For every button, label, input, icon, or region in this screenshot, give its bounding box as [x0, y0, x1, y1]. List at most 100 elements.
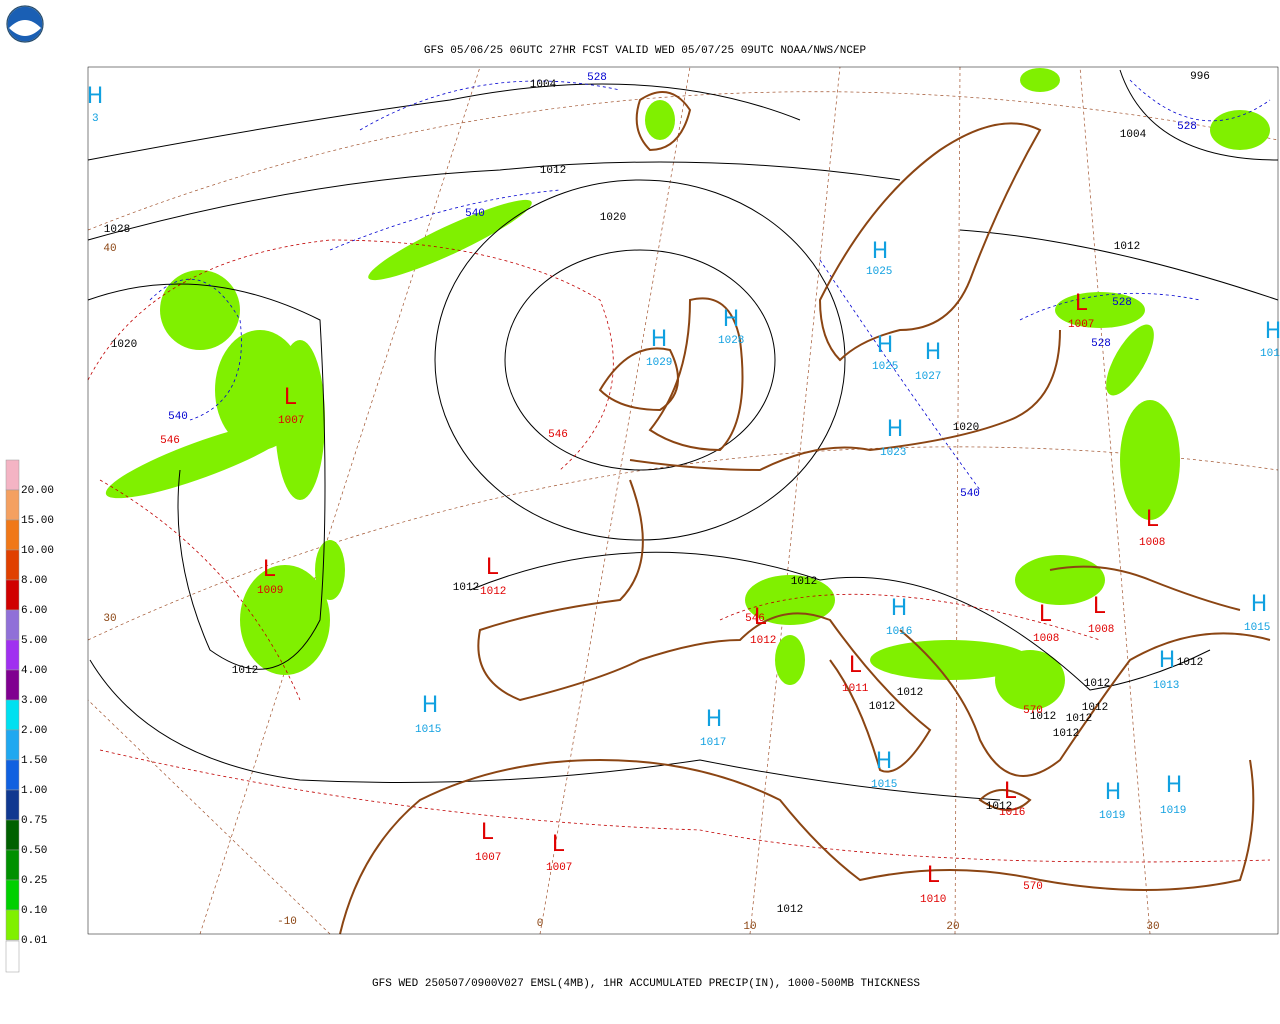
legend-label: 5.00: [21, 635, 47, 647]
pressure-center-symbol: L: [263, 557, 276, 582]
legend-label: 3.00: [21, 695, 47, 707]
pressure-center-value: 1019: [1160, 805, 1186, 817]
pressure-center-value: 1017: [700, 737, 726, 749]
isobar-label: 1012: [1082, 702, 1108, 714]
isobar-label: 1020: [600, 212, 626, 224]
pressure-center-symbol: H: [887, 417, 904, 442]
pressure-center-value: 3: [92, 113, 99, 125]
legend-swatch: [5, 759, 20, 791]
pressure-center-symbol: H: [651, 327, 668, 352]
pressure-center-symbol: L: [481, 820, 494, 845]
pressure-center-symbol: H: [706, 707, 723, 732]
noaa-logo: [6, 5, 44, 43]
isobar-label: 1012: [777, 904, 803, 916]
isobar-label: 1012: [897, 687, 923, 699]
pressure-center-value: 1019: [1099, 810, 1125, 822]
graticule-label: 10: [743, 921, 756, 933]
legend-swatch: [5, 669, 20, 701]
legend-label: 1.00: [21, 785, 47, 797]
isobar-label: 1012: [791, 576, 817, 588]
isobar-label: 1028: [104, 224, 130, 236]
legend-swatch: [5, 609, 20, 641]
pressure-center-value: 1007: [475, 852, 501, 864]
legend-label: 0.10: [21, 905, 47, 917]
isobar-label: 1004: [530, 79, 557, 91]
pressure-center-value: 1012: [480, 586, 506, 598]
coastlines: [339, 91, 1271, 935]
legend-swatch: [5, 879, 20, 911]
isobar-label: 1012: [1030, 711, 1056, 723]
pressure-center-value: 1013: [1153, 680, 1179, 692]
legend-label: 0.75: [21, 815, 47, 827]
pressure-center-value: 1025: [872, 361, 898, 373]
pressure-center-symbol: H: [1265, 319, 1280, 344]
isobar-label: 1012: [986, 801, 1012, 813]
pressure-center-symbol: H: [1159, 648, 1176, 673]
isobar-label: 1012: [1053, 728, 1079, 740]
legend-swatch: [5, 699, 20, 731]
precip-legend: 20.00 15.00 10.00 8.00 6.00 5.00 4.00 3.00 2.00 1…: [5, 459, 54, 973]
legend-label: 0.01: [21, 935, 48, 947]
thickness-label: 540: [960, 488, 980, 500]
legend-label: 0.50: [21, 845, 47, 857]
thickness-label: 528: [1177, 121, 1197, 133]
legend-label: 6.00: [21, 605, 47, 617]
thickness-label: 546: [160, 435, 180, 447]
isobar-label: 1020: [953, 422, 979, 434]
isobar-label: 1004: [1120, 129, 1147, 141]
isobar-label: 1012: [453, 582, 479, 594]
pressure-center-value: 1028: [718, 335, 744, 347]
graticule-label: 0: [537, 918, 544, 930]
pressure-center-symbol: H: [1105, 780, 1122, 805]
legend-swatch: [5, 940, 20, 973]
pressure-center-symbol: H: [1251, 592, 1268, 617]
pressure-center-value: 1008: [1088, 624, 1114, 636]
pressure-center-symbol: H: [876, 749, 893, 774]
isobar-label: 1012: [869, 701, 895, 713]
pressure-center-value: 1008: [1033, 633, 1059, 645]
pressure-center-symbol: H: [1166, 773, 1183, 798]
thickness-label: 540: [465, 208, 485, 220]
pressure-center-symbol: H: [877, 333, 894, 358]
pressure-center-value: 1016: [999, 807, 1025, 819]
pressure-center-symbol: L: [927, 863, 940, 888]
graticule-label: 20: [946, 921, 959, 933]
legend-label: 15.00: [21, 515, 54, 527]
pressure-center-symbol: H: [723, 307, 740, 332]
pressure-center-symbol: H: [925, 340, 942, 365]
thickness-label: 570: [1023, 705, 1043, 717]
map-title: GFS 05/06/25 06UTC 27HR FCST VALID WED 0…: [424, 45, 867, 57]
pressure-center-symbol: L: [486, 555, 499, 580]
pressure-center-symbol: L: [849, 653, 862, 678]
pressure-center-value: 1007: [546, 862, 572, 874]
isobar-label: 1012: [540, 165, 566, 177]
graticule-label: -10: [277, 916, 297, 928]
pressure-center-value: 1015: [871, 779, 897, 791]
pressure-center-value: 1007: [278, 415, 304, 427]
pressure-center-value: 1016: [886, 626, 912, 638]
thickness-blue: [149, 79, 1271, 491]
legend-swatch: [5, 519, 20, 551]
pressure-center-value: 1010: [920, 894, 946, 906]
isobars: [87, 69, 1279, 801]
pressure-center-value: 1012: [750, 635, 776, 647]
pressure-center-value: 1007: [1068, 319, 1094, 331]
isobar-label: 1012: [1114, 241, 1140, 253]
pressure-center-symbol: H: [87, 84, 104, 109]
pressure-center-symbol: L: [1093, 594, 1106, 619]
legend-swatch: [5, 549, 20, 581]
legend-label: 8.00: [21, 575, 47, 587]
isobar-label: 1012: [1177, 657, 1203, 669]
legend-swatch: [5, 789, 20, 821]
graticule-label: 30: [1146, 921, 1159, 933]
legend-swatch: [5, 849, 20, 881]
thickness-label: 546: [548, 429, 568, 441]
isobar-label: 1012: [1084, 678, 1110, 690]
pressure-center-symbol: L: [284, 385, 297, 410]
thickness-red: [87, 239, 1271, 863]
precip-areas: [105, 68, 1270, 710]
pressure-center-value: 1008: [1139, 537, 1165, 549]
